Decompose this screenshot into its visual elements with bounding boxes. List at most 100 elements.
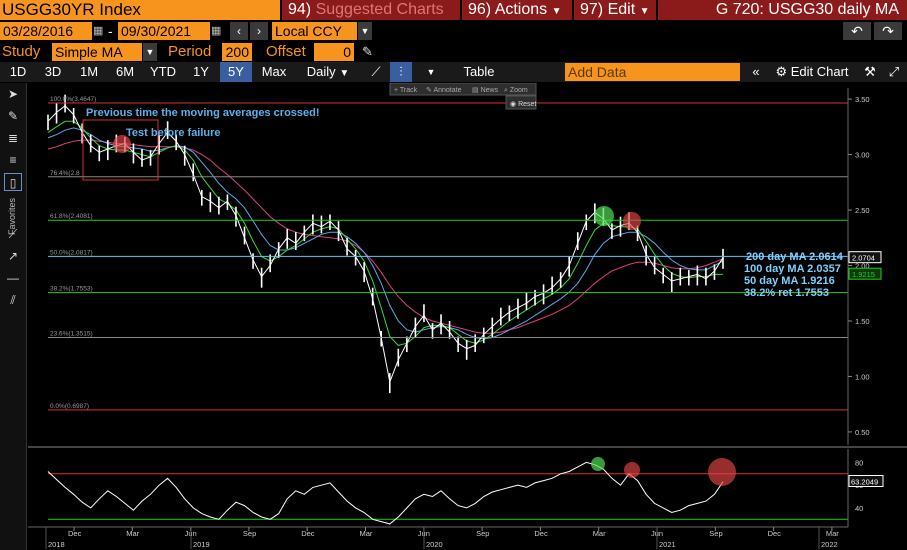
price-line [47,105,724,384]
news-button[interactable]: ▤ News [472,87,499,94]
period-input[interactable]: 200 [222,43,252,61]
period-label: Period [168,43,212,60]
edit-menu[interactable]: 97) Edit ▼ [574,0,656,20]
fib-tool-icon[interactable]: ≣ [7,131,19,145]
price-axis: 3.50 3.00 2.50 2.00 1.50 1.00 0.50 2.0704 1.9215 [847,88,882,445]
chevron-down-icon: ▼ [339,68,350,79]
menu-number: 96) [468,1,492,18]
suggested-charts-menu[interactable]: 94) Suggested Charts [282,0,460,20]
rsi-tick-label: 40 [855,504,863,513]
interval-select[interactable]: Daily ▼ [296,62,360,84]
menu-number: 97) [580,1,604,18]
reset-button[interactable] [505,95,537,110]
price-tick-label: 2.50 [855,206,870,215]
range-3d[interactable]: 3D [44,64,62,79]
table-button[interactable]: Table [463,64,495,79]
month-label: Mar [126,529,139,538]
edit-label: Edit [607,1,636,18]
fib-fan-icon[interactable]: ≡ [9,153,17,167]
year-label: 2020 [426,540,443,549]
dropdown-arrow-icon: ▼ [551,6,562,17]
fullscreen-icon[interactable]: ⤢ [888,64,900,79]
ray-tool-icon[interactable]: ↗ [7,249,19,263]
range-1d[interactable]: 1D [9,64,27,79]
undo-button[interactable]: ↶ [843,22,871,40]
ma50-line [47,120,723,346]
annotations: Previous time the moving averages crosse… [82,107,641,230]
annotation-crossed: Previous time the moving averages crosse… [86,107,320,119]
add-data-input[interactable]: Add Data [565,63,740,81]
fib-label: 0.0%(0.6987) [50,403,89,410]
edit-chart-button[interactable]: ⚙ Edit Chart [768,62,856,82]
next-period-button[interactable]: › [250,22,268,40]
bar-chart-icon[interactable]: ⫶ [390,62,412,82]
prev-period-button[interactable]: ‹ [230,22,248,40]
trend-tool-icon[interactable]: ⟋ [8,227,18,241]
track-button[interactable]: + Track [394,87,418,94]
annotate-button[interactable]: ✎ Annotate [426,87,462,94]
month-label: Dec [768,529,782,538]
chevron-down-icon[interactable]: ▼ [426,67,436,77]
fib-label: 76.4%(2.8 [50,170,80,177]
range-max[interactable]: Max [261,64,287,79]
menu-number: 94) [288,1,312,18]
redo-button[interactable]: ↷ [874,22,902,40]
currency-select[interactable]: Local CCY [272,22,357,40]
time-axis: DecMarJunSepDecMarJunSepDecMarJunSepDecM… [28,526,848,549]
start-date-field[interactable]: 03/28/2016 [0,22,92,40]
chart-area[interactable]: 100.0%(3.4647) 76.4%(2.8 61.8%(2.4081) 50.0… [28,83,907,550]
pen-icon[interactable]: ✎ [7,109,19,123]
range-ytd[interactable]: YTD [150,64,176,79]
actions-menu[interactable]: 96) Actions ▼ [462,0,572,20]
range-5y[interactable]: 5Y [220,62,252,82]
chevron-down-icon[interactable]: ▼ [143,43,157,61]
settings-icon[interactable]: ⚒ [864,64,876,79]
fib-label: 38.2%(1.7553) [50,286,93,293]
offset-input[interactable]: 0 [314,43,354,61]
offset-label: Offset [266,43,306,60]
legend-entry: 50 day MA 1.9216 [744,275,835,287]
suggested-charts-label: Suggested Charts [315,1,444,18]
month-label: Sep [709,529,722,538]
calendar-icon[interactable]: ▦ [93,25,104,37]
end-date-field[interactable]: 09/30/2021 [118,22,210,40]
line-chart-icon[interactable]: ⟋ [371,64,381,79]
fibonacci-levels: 100.0%(3.4647) 76.4%(2.8 61.8%(2.4081) 50.0… [48,96,848,411]
bar-tool-icon[interactable]: ▯ [4,173,22,191]
drawing-sidebar: ➤ ✎ ≣ ≡ ▯ Favorites ⟋ ↗ — ⫽ [0,83,27,550]
dropdown-arrow-icon: ▼ [639,6,650,17]
legend-entry: 38.2% ret 1.7553 [744,287,829,299]
rsi-line [47,461,724,525]
month-label: Mar [826,529,839,538]
cursor-icon[interactable]: ➤ [7,87,19,101]
chevron-down-icon[interactable]: ▼ [358,22,372,40]
price-tag-label: 1.9215 [852,270,875,279]
price-tick-label: 3.00 [855,151,870,160]
channel-tool-icon[interactable]: ⫽ [10,293,16,307]
calendar-icon[interactable]: ▦ [211,25,222,37]
collapse-icon[interactable]: « [752,64,760,79]
gear-icon: ⚙ [775,64,788,79]
study-select[interactable]: Simple MA [52,43,142,61]
security-field[interactable]: USGG30YR Index [0,0,280,20]
price-tag [848,267,882,280]
zoom-button[interactable]: ⌕ Zoom [504,87,528,94]
range-1y[interactable]: 1Y [193,64,209,79]
red-marker [624,462,640,478]
price-tick-label: 1.00 [855,372,870,381]
month-label: Mar [593,529,606,538]
range-6m[interactable]: 6M [115,64,135,79]
price-tick-label: 3.50 [855,95,870,104]
horizontal-line-icon[interactable]: — [7,271,19,285]
date-bar: 03/28/2016 ▦ - 09/30/2021 ▦ ‹ › Local CC… [0,21,907,41]
annotation-test: Test before failure [126,127,221,139]
study-bar: Study Simple MA ▼ Period 200 Offset 0 ✎ [0,42,907,62]
price-tick-label: 1.50 [855,317,870,326]
study-label: Study [2,43,41,60]
pencil-icon[interactable]: ✎ [362,44,373,59]
price-tick-label: 0.50 [855,428,870,437]
actions-label: Actions [494,1,548,18]
green-marker [594,206,614,226]
range-1m[interactable]: 1M [79,64,99,79]
